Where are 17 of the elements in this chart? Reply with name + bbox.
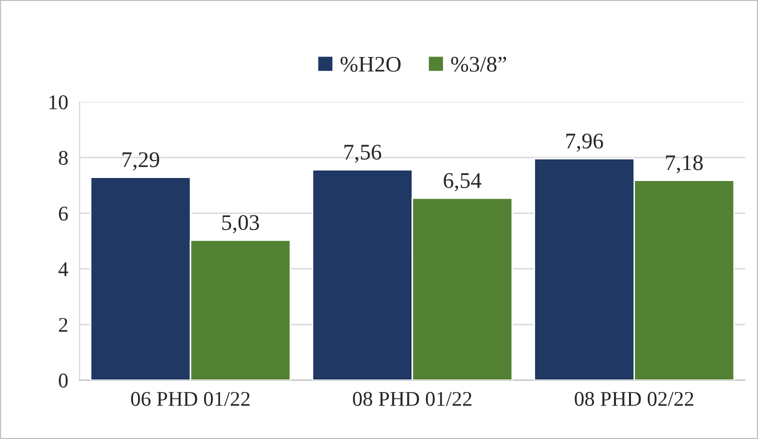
data-label: 7,29 bbox=[122, 152, 160, 170]
data-label: 6,54 bbox=[444, 173, 482, 192]
data-label: 5,03 bbox=[222, 215, 259, 234]
y-tick-label: 4 bbox=[58, 262, 68, 276]
y-tick-label: 2 bbox=[58, 318, 68, 332]
data-label: 7,96 bbox=[566, 134, 604, 152]
x-tick-label: 08 PHD 02/22 bbox=[574, 392, 694, 406]
y-tick-label: 8 bbox=[58, 150, 68, 165]
legend-label: %3/8” bbox=[451, 56, 506, 72]
y-tick-label: 10 bbox=[49, 95, 68, 110]
legend-label: %H2O bbox=[340, 56, 401, 72]
y-tick-label: 6 bbox=[58, 206, 68, 221]
y-tick-label: 0 bbox=[58, 374, 68, 388]
data-label: 7,18 bbox=[666, 155, 703, 174]
x-tick-label: 08 PHD 01/22 bbox=[352, 392, 472, 406]
data-label: 7,56 bbox=[344, 144, 382, 163]
x-tick-label: 06 PHD 01/22 bbox=[131, 392, 250, 406]
